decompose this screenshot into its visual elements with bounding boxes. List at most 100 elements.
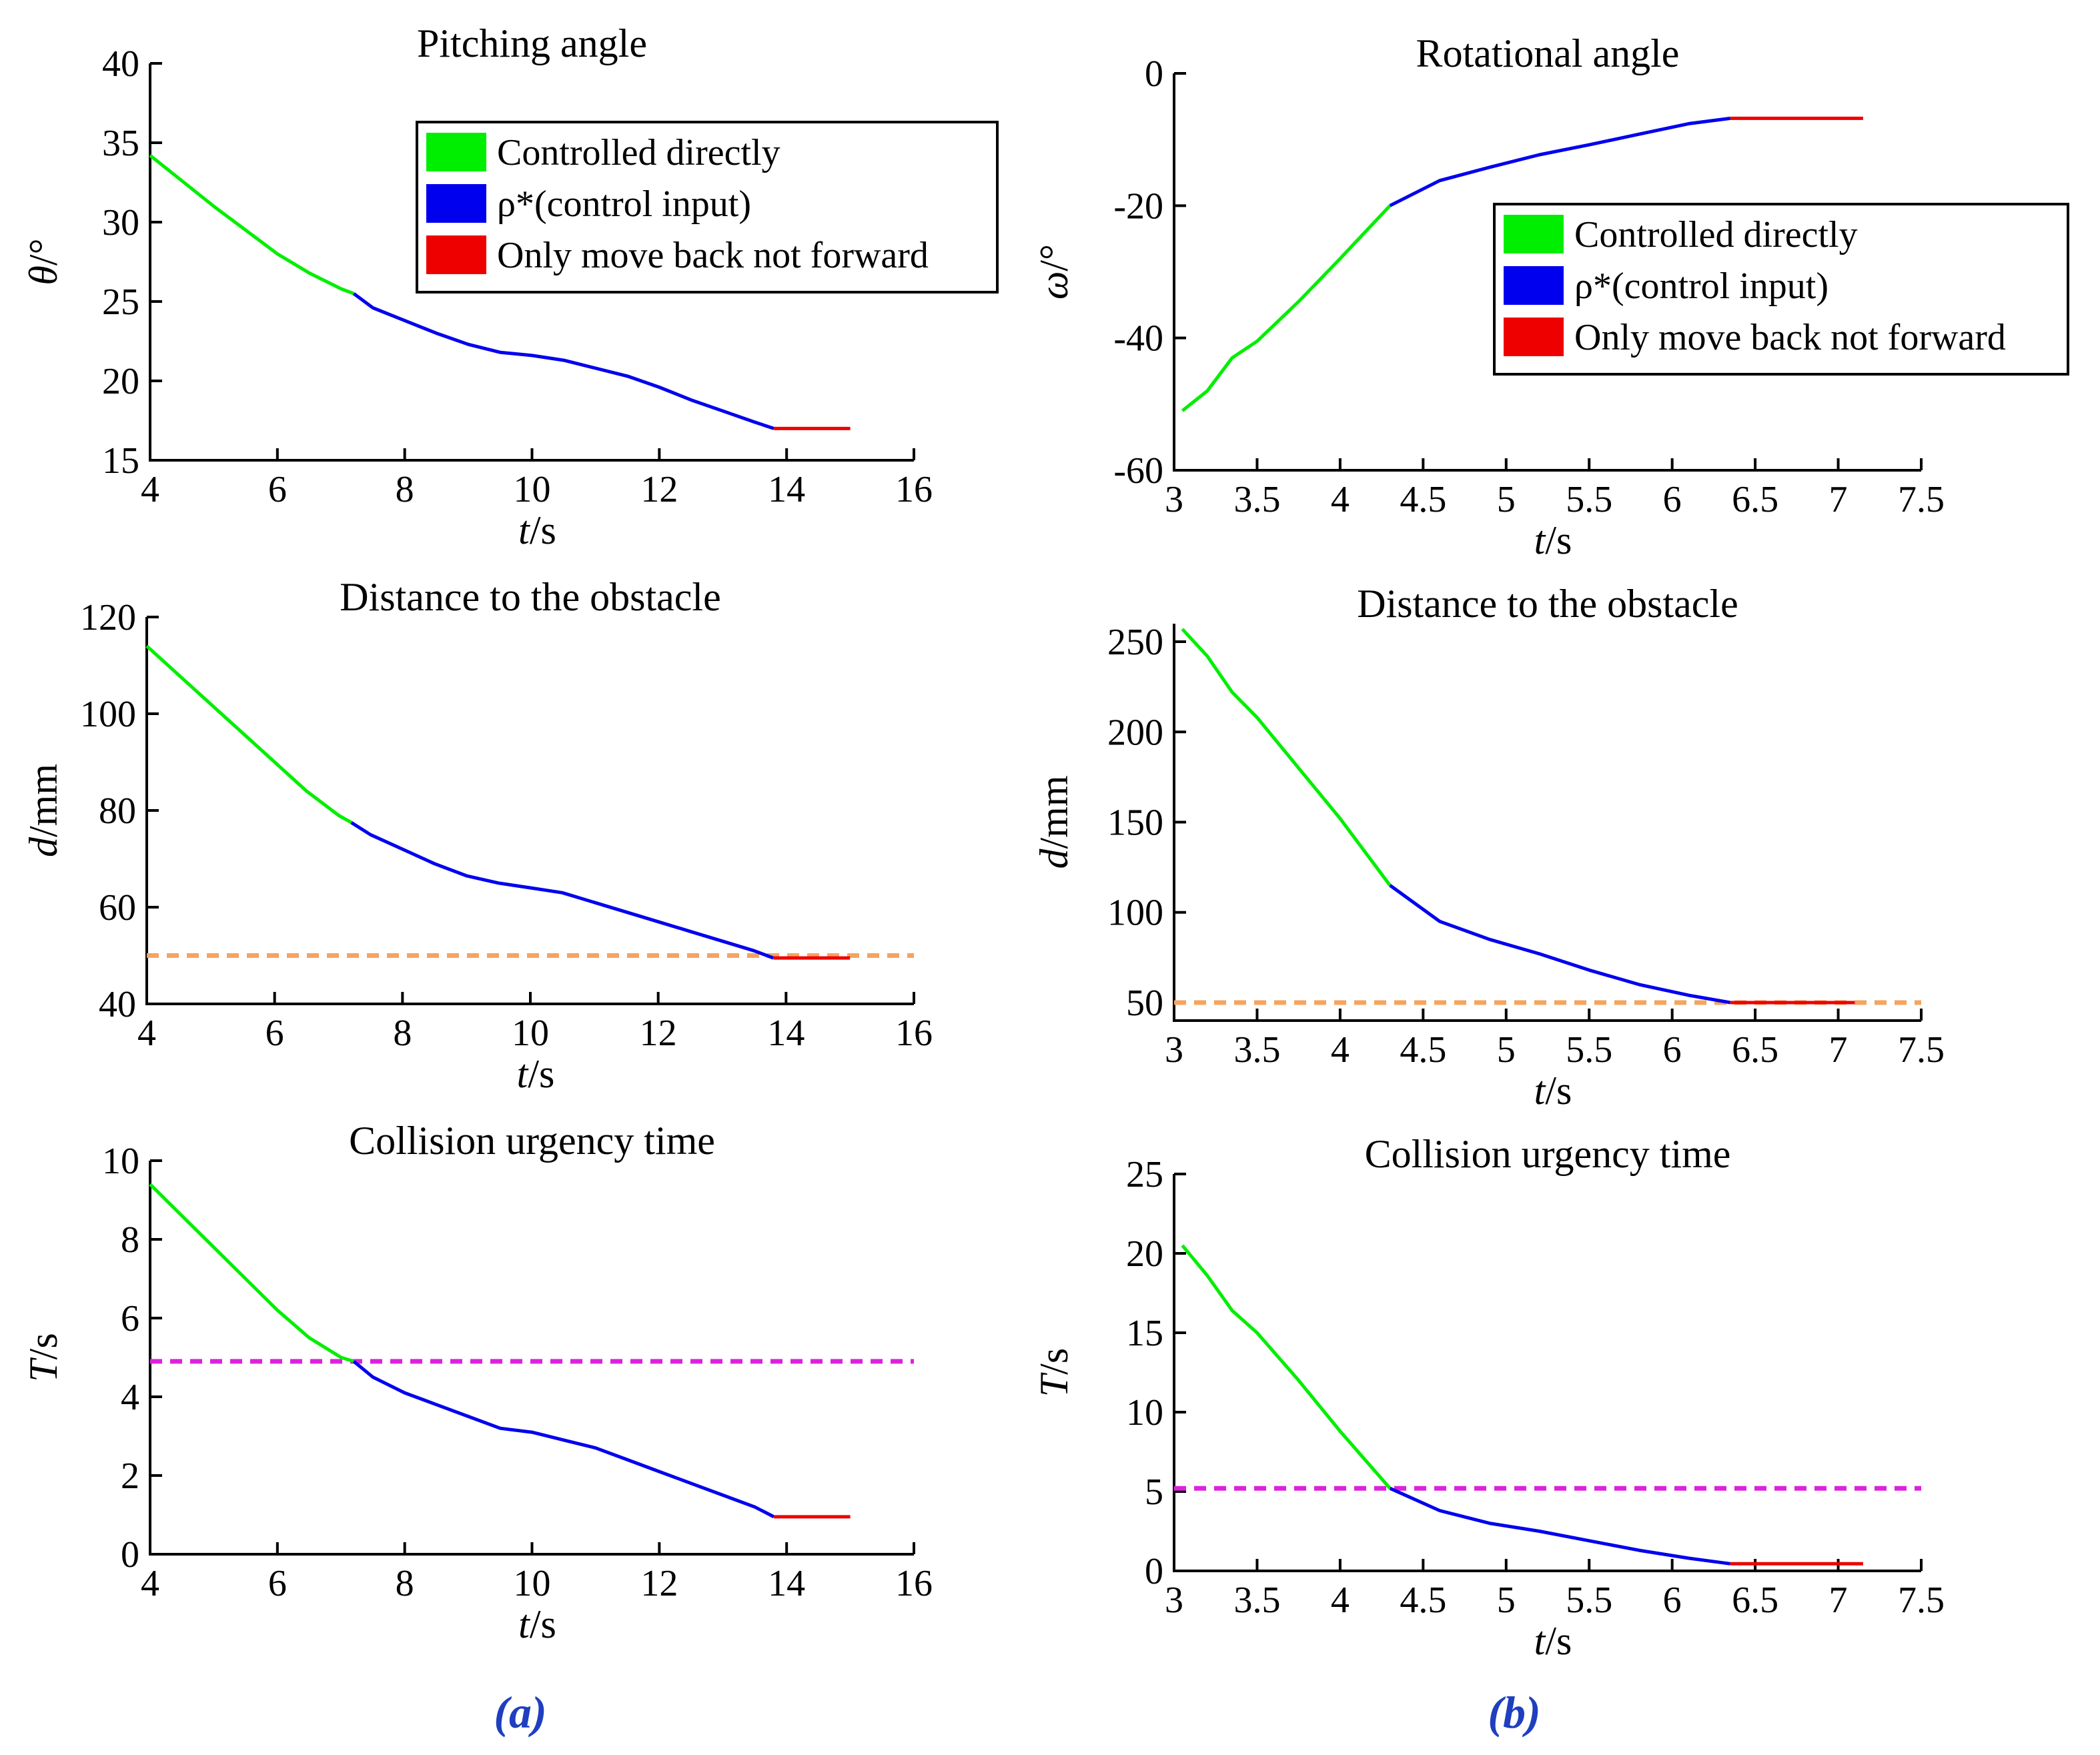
y-tick-label: 0 bbox=[121, 1534, 139, 1576]
chart-b1: Rotational angle -60 -40 -20 0 3 3.5 4 4.5 5 5.5 6 6… bbox=[1032, 31, 2069, 562]
x-tick-label: 6 bbox=[266, 1013, 284, 1054]
x-tick-label: 5 bbox=[1497, 1029, 1516, 1071]
x-tick-label: 5 bbox=[1497, 1580, 1516, 1621]
legend-label: Controlled directly bbox=[1574, 214, 1858, 255]
y-tick-label: 250 bbox=[1107, 622, 1163, 663]
x-tick-label: 4 bbox=[141, 469, 159, 510]
x-tick-label: 5.5 bbox=[1566, 1029, 1612, 1071]
legend-swatch bbox=[1504, 266, 1564, 305]
x-tick-label: 6 bbox=[1663, 1580, 1682, 1621]
chart-title: Collision urgency time bbox=[349, 1119, 715, 1163]
x-tick-label: 16 bbox=[895, 1563, 933, 1604]
legend-swatch bbox=[426, 133, 486, 171]
x-tick-label: 16 bbox=[895, 469, 933, 510]
y-tick-label: 2 bbox=[121, 1455, 139, 1497]
x-axis-label: t/s bbox=[1534, 1069, 1572, 1113]
series-line-controlled bbox=[145, 644, 352, 824]
x-tick-label: 7.5 bbox=[1898, 1580, 1945, 1621]
chart-b3: Collision urgency time 0 5 10 15 20 25 3 3.5 4 4.5… bbox=[1032, 1132, 1945, 1663]
x-tick-label: 10 bbox=[514, 1563, 551, 1604]
x-tick-label: 6.5 bbox=[1732, 1580, 1778, 1621]
series-line-controlled bbox=[149, 1183, 355, 1363]
x-tick-label: 14 bbox=[767, 1013, 805, 1054]
series-line-control-input bbox=[1389, 116, 1731, 207]
x-tick-label: 4.5 bbox=[1400, 1580, 1446, 1621]
y-tick-label: 0 bbox=[1145, 53, 1163, 95]
x-tick-label: 4.5 bbox=[1400, 1029, 1446, 1071]
series-line-control-input bbox=[352, 1359, 775, 1519]
x-tick-label: 7 bbox=[1829, 1580, 1848, 1621]
series-line-control-input bbox=[1389, 884, 1731, 1005]
chart-b2: Distance to the obstacle 50 100 150 200 250 3 3… bbox=[1032, 582, 1945, 1113]
legend-label: ρ*(control input) bbox=[497, 183, 751, 225]
x-tick-label: 7.5 bbox=[1898, 1029, 1945, 1071]
legend: Controlled directly ρ*(control input) Only… bbox=[1493, 203, 2069, 376]
legend-swatch bbox=[426, 184, 486, 223]
y-tick-label: 200 bbox=[1107, 712, 1163, 753]
y-tick-label: -60 bbox=[1113, 450, 1163, 492]
y-tick-label: 6 bbox=[121, 1298, 139, 1339]
y-tick-label: 25 bbox=[1126, 1154, 1163, 1195]
y-tick-label: 20 bbox=[102, 361, 139, 402]
y-tick-label: 120 bbox=[80, 597, 136, 638]
x-axis-label: t/s bbox=[517, 1052, 555, 1096]
x-tick-label: 4 bbox=[141, 1563, 159, 1604]
x-tick-label: 4 bbox=[1331, 1580, 1350, 1621]
y-tick-label: 80 bbox=[99, 790, 136, 832]
x-tick-label: 5.5 bbox=[1566, 1580, 1612, 1621]
x-tick-label: 7 bbox=[1829, 479, 1848, 520]
x-tick-label: 14 bbox=[768, 1563, 805, 1604]
legend: Controlled directly ρ*(control input) Only… bbox=[416, 121, 999, 294]
y-tick-label: 150 bbox=[1107, 802, 1163, 844]
series-line-control-input bbox=[352, 292, 774, 430]
legend-swatch bbox=[1504, 215, 1564, 253]
y-tick-label: 40 bbox=[99, 984, 136, 1025]
panel-label-a: (a) bbox=[494, 1687, 546, 1738]
chart-title: Distance to the obstacle bbox=[340, 575, 720, 619]
x-tick-label: 6 bbox=[1663, 479, 1682, 520]
y-tick-label: 5 bbox=[1145, 1472, 1163, 1513]
y-axis-label: d/mm bbox=[1032, 775, 1076, 868]
x-tick-label: 3 bbox=[1165, 1029, 1183, 1071]
chart-title: Collision urgency time bbox=[1365, 1132, 1731, 1176]
y-tick-label: 100 bbox=[1107, 893, 1163, 934]
y-tick-label: 30 bbox=[102, 202, 139, 243]
x-tick-label: 4 bbox=[1331, 479, 1350, 520]
x-tick-label: 3.5 bbox=[1233, 479, 1280, 520]
panel-label-b: (b) bbox=[1488, 1687, 1540, 1738]
chart-a2: Distance to the obstacle 40 60 80 100 120 4 6 8 1… bbox=[21, 575, 933, 1096]
y-tick-label: 10 bbox=[1126, 1392, 1163, 1433]
y-axis-label: d/mm bbox=[21, 764, 65, 857]
legend-label: ρ*(control input) bbox=[1574, 265, 1828, 307]
series-line-control-input bbox=[350, 820, 774, 960]
y-tick-label: 35 bbox=[102, 123, 139, 164]
legend-label: Only move back not forward bbox=[497, 235, 929, 276]
x-axis-label: t/s bbox=[1534, 518, 1572, 562]
x-tick-label: 6 bbox=[268, 1563, 287, 1604]
x-axis-label: t/s bbox=[518, 508, 556, 552]
x-tick-label: 8 bbox=[396, 469, 414, 510]
series-line-controlled bbox=[1181, 1244, 1392, 1490]
x-tick-label: 5 bbox=[1497, 479, 1516, 520]
x-tick-label: 3 bbox=[1165, 1580, 1183, 1621]
series-line-control-input bbox=[1389, 1486, 1731, 1566]
x-tick-label: 5.5 bbox=[1566, 479, 1612, 520]
x-tick-label: 8 bbox=[393, 1013, 412, 1054]
chart-title: Pitching angle bbox=[417, 21, 647, 65]
x-tick-label: 4.5 bbox=[1400, 479, 1446, 520]
x-tick-label: 7.5 bbox=[1898, 479, 1945, 520]
y-axis-label: ω/° bbox=[1032, 244, 1076, 300]
y-tick-label: -20 bbox=[1113, 185, 1163, 227]
y-axis-label: T/s bbox=[1032, 1348, 1076, 1397]
x-tick-label: 8 bbox=[396, 1563, 414, 1604]
y-tick-label: 60 bbox=[99, 887, 136, 929]
y-tick-label: 40 bbox=[102, 43, 139, 85]
legend-box bbox=[1493, 203, 2069, 376]
legend-box bbox=[416, 121, 999, 294]
legend-label: Controlled directly bbox=[497, 132, 780, 173]
x-tick-label: 4 bbox=[137, 1013, 156, 1054]
legend-swatch bbox=[426, 235, 486, 274]
series-line-controlled bbox=[149, 154, 355, 296]
x-tick-label: 12 bbox=[640, 469, 678, 510]
